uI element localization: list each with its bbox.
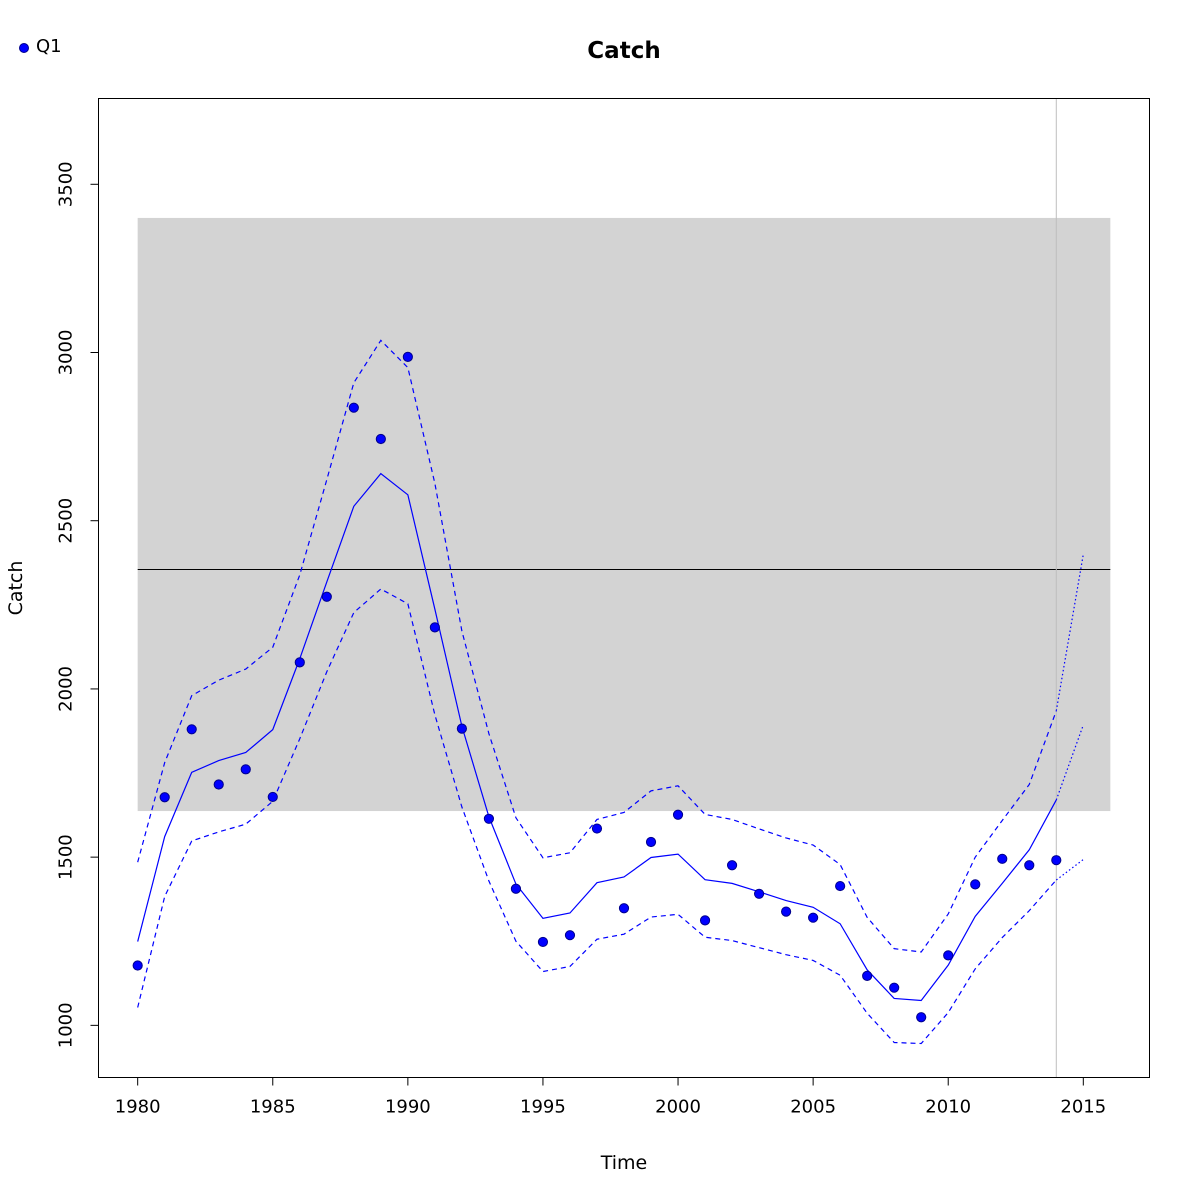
reference-lines xyxy=(137,98,1111,1078)
data-point xyxy=(726,860,738,871)
confidence-line xyxy=(137,339,1057,953)
data-point xyxy=(564,930,576,941)
projection-line xyxy=(1055,859,1084,881)
data-point xyxy=(483,813,495,824)
data-point xyxy=(672,809,684,820)
data-point xyxy=(1024,860,1035,871)
data-point xyxy=(267,791,278,803)
point-layer xyxy=(132,351,1062,1023)
data-point xyxy=(862,970,873,981)
x-tick-label: 1990 xyxy=(385,1097,431,1118)
y-axis: 1000 1500 2000 2500 3000 3500 xyxy=(56,161,99,1048)
data-point xyxy=(429,622,440,633)
projection-line xyxy=(1055,724,1084,801)
fitted-line xyxy=(137,472,1057,1002)
data-point xyxy=(943,950,954,961)
data-point xyxy=(753,888,765,899)
data-point xyxy=(348,402,359,413)
y-tick-label: 1500 xyxy=(56,834,77,880)
data-point xyxy=(510,883,522,894)
data-point xyxy=(456,723,467,734)
legend-marker xyxy=(19,43,29,53)
data-point xyxy=(970,879,981,890)
data-point xyxy=(997,853,1008,864)
legend-label: Q1 xyxy=(36,36,62,57)
data-point xyxy=(375,433,386,445)
x-tick-label: 1980 xyxy=(115,1097,161,1118)
x-tick-label: 2010 xyxy=(925,1097,971,1118)
data-point xyxy=(402,351,413,362)
data-point xyxy=(294,657,305,668)
y-axis-label: Catch xyxy=(5,561,27,616)
x-tick-label: 1985 xyxy=(250,1097,296,1118)
data-point xyxy=(618,903,630,914)
confidence-line xyxy=(137,588,1057,1045)
legend: Q1 xyxy=(19,36,62,57)
data-point xyxy=(781,906,792,917)
data-point xyxy=(240,764,251,775)
y-tick-label: 1000 xyxy=(56,1002,77,1048)
data-point xyxy=(213,779,224,790)
x-tick-label: 1995 xyxy=(520,1097,566,1118)
x-tick-label: 2005 xyxy=(790,1097,836,1118)
y-tick-label: 3500 xyxy=(56,161,77,207)
data-point xyxy=(186,724,197,735)
data-point xyxy=(645,836,657,848)
reference-band xyxy=(137,217,1111,812)
data-point xyxy=(159,792,170,803)
data-point xyxy=(889,982,900,993)
y-tick-label: 2000 xyxy=(56,666,77,712)
data-point xyxy=(916,1012,927,1023)
data-point xyxy=(591,823,603,834)
series-layer xyxy=(137,339,1084,1045)
data-point xyxy=(537,936,549,948)
chart-title: Catch xyxy=(587,38,660,64)
data-point xyxy=(808,912,819,923)
x-axis-label: Time xyxy=(600,1152,648,1174)
data-point xyxy=(321,591,332,602)
data-point xyxy=(835,880,846,892)
band-layer xyxy=(137,217,1111,812)
y-tick-label: 2500 xyxy=(56,498,77,544)
data-point xyxy=(1051,855,1062,866)
x-tick-label: 2000 xyxy=(655,1097,701,1118)
y-tick-label: 3000 xyxy=(56,330,77,376)
data-point xyxy=(132,960,143,971)
projection-line xyxy=(1055,554,1084,711)
data-point xyxy=(699,915,711,926)
x-axis: 1980 1985 1990 1995 2000 2005 2010 2015 xyxy=(115,1077,1106,1118)
x-tick-label: 2015 xyxy=(1060,1097,1106,1118)
